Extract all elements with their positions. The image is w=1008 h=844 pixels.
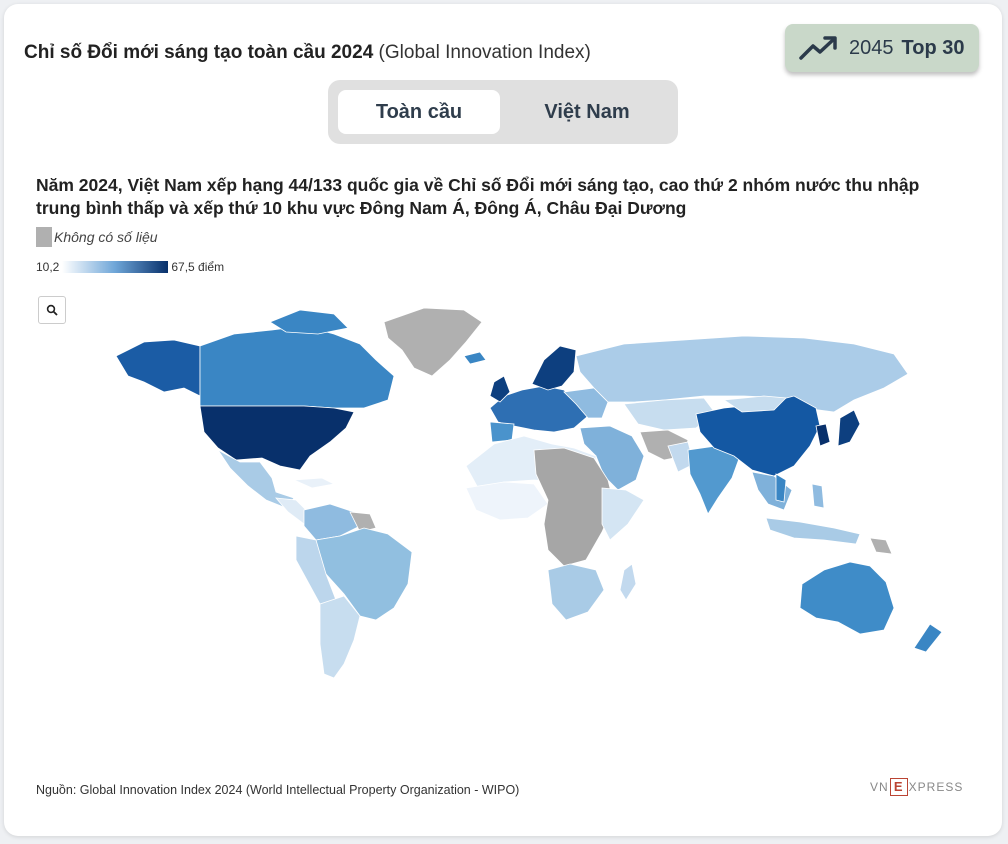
badge-year: 2045 bbox=[849, 36, 894, 59]
map-alaska[interactable] bbox=[115, 339, 201, 397]
chart-headline: Năm 2024, Việt Nam xếp hạng 44/133 quốc … bbox=[36, 175, 920, 218]
map-canada[interactable] bbox=[199, 325, 395, 409]
map-greenland[interactable] bbox=[383, 307, 483, 377]
map-usa[interactable] bbox=[199, 405, 355, 471]
tab-vietnam[interactable]: Việt Nam bbox=[544, 100, 630, 123]
logo-left: VN bbox=[870, 780, 889, 794]
map-west-africa[interactable] bbox=[465, 481, 549, 521]
map-indonesia[interactable] bbox=[765, 517, 861, 545]
goal-badge: 2045 Top 30 bbox=[785, 24, 979, 72]
nodata-label: Không có số liệu bbox=[54, 229, 158, 245]
map-guianas[interactable] bbox=[349, 511, 377, 533]
logo-mark: E bbox=[889, 778, 908, 796]
map-new-zealand[interactable] bbox=[913, 623, 943, 653]
map-vietnam[interactable] bbox=[775, 473, 787, 503]
scale-min-label: 10,2 bbox=[36, 260, 60, 274]
map-korea[interactable] bbox=[815, 423, 831, 447]
map-argentina-chile[interactable] bbox=[319, 595, 361, 679]
logo-right: XPRESS bbox=[908, 780, 964, 794]
world-map[interactable] bbox=[4, 4, 1002, 836]
map-middle-east[interactable] bbox=[579, 425, 645, 491]
map-australia[interactable] bbox=[799, 561, 895, 635]
search-icon bbox=[46, 304, 58, 316]
map-japan[interactable] bbox=[837, 409, 861, 447]
source-note: Nguồn: Global Innovation Index 2024 (Wor… bbox=[36, 783, 520, 797]
map-russia[interactable] bbox=[575, 335, 909, 413]
map-east-africa[interactable] bbox=[601, 487, 645, 541]
map-colombia-venezuela[interactable] bbox=[303, 503, 365, 541]
map-iberia[interactable] bbox=[489, 421, 515, 443]
map-caribbean[interactable] bbox=[293, 477, 336, 489]
page-title: Chỉ số Đổi mới sáng tạo toàn cầu 2024 (G… bbox=[24, 42, 591, 64]
badge-label: Top 30 bbox=[901, 36, 965, 59]
map-png[interactable] bbox=[869, 537, 893, 555]
scale-gradient bbox=[62, 261, 169, 273]
view-tabs: Toàn cầu Việt Nam bbox=[328, 80, 678, 144]
map-scandinavia[interactable] bbox=[531, 345, 577, 391]
map-mexico[interactable] bbox=[217, 449, 295, 509]
map-madagascar[interactable] bbox=[619, 563, 637, 601]
trend-up-icon bbox=[799, 36, 837, 60]
nodata-swatch bbox=[36, 227, 52, 247]
chart-card: Chỉ số Đổi mới sáng tạo toàn cầu 2024 (G… bbox=[4, 4, 1002, 836]
title-sub: (Global Innovation Index) bbox=[378, 42, 591, 63]
map-philippines[interactable] bbox=[811, 483, 825, 509]
map-iceland[interactable] bbox=[463, 351, 487, 365]
map-central-africa[interactable] bbox=[533, 447, 615, 567]
nodata-legend: Không có số liệu bbox=[36, 227, 158, 247]
vnexpress-logo: VN E XPRESS bbox=[870, 778, 963, 796]
map-mongolia[interactable] bbox=[722, 395, 787, 413]
map-southeast-asia[interactable] bbox=[751, 471, 793, 511]
map-uk[interactable] bbox=[489, 375, 511, 403]
tab-global[interactable]: Toàn cầu bbox=[338, 90, 500, 134]
title-main: Chỉ số Đổi mới sáng tạo toàn cầu 2024 bbox=[24, 42, 374, 63]
map-southern-africa[interactable] bbox=[547, 563, 605, 621]
map-arctic-islands[interactable] bbox=[269, 309, 349, 335]
scale-max-label: 67,5 điểm bbox=[171, 260, 225, 274]
color-scale-legend: 10,2 67,5 điểm bbox=[36, 260, 224, 274]
zoom-button[interactable] bbox=[38, 296, 66, 324]
map-india[interactable] bbox=[687, 445, 741, 515]
